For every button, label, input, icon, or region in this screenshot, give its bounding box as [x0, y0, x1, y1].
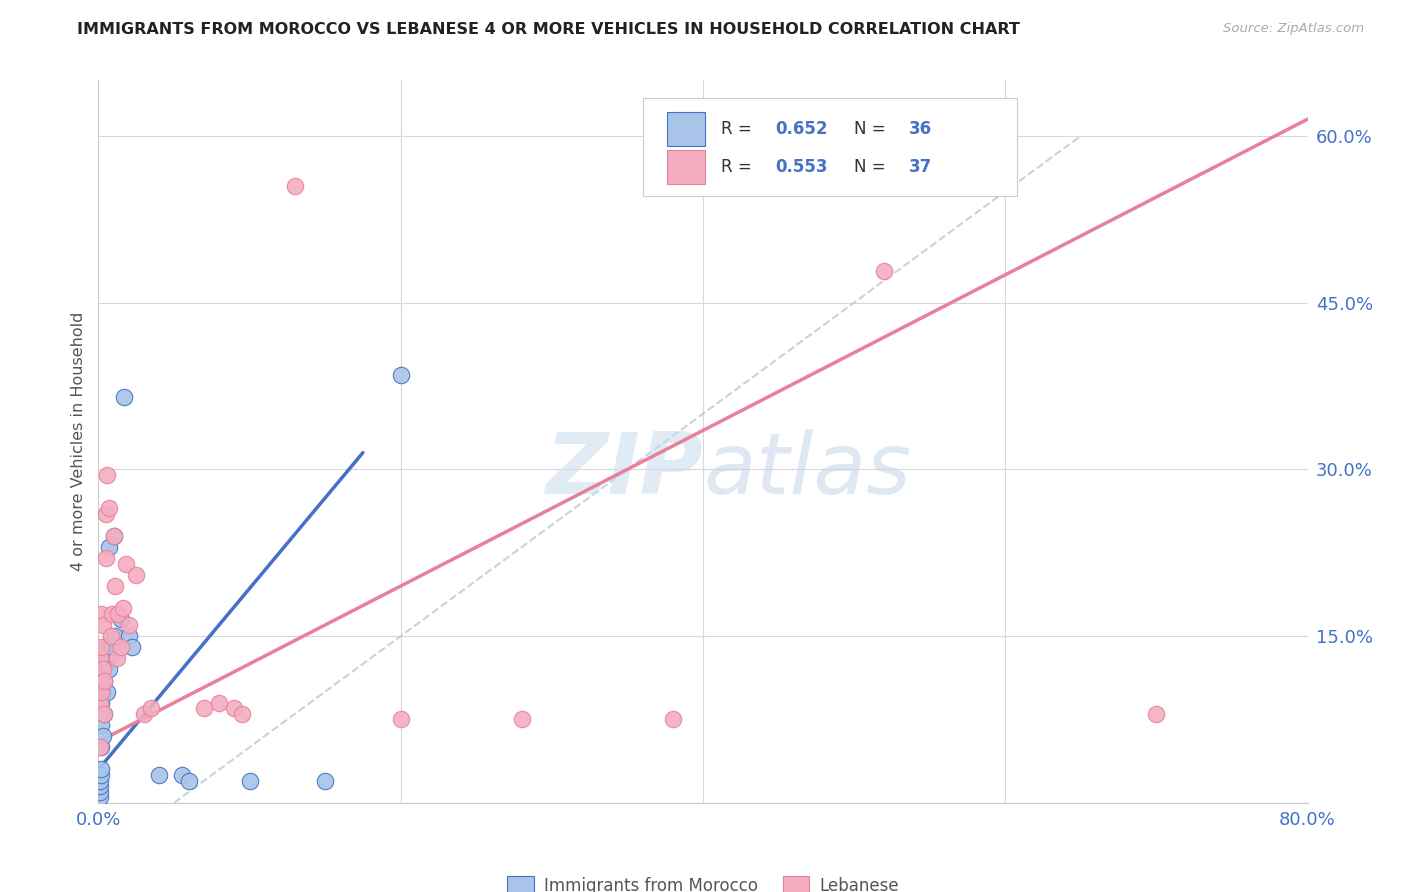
Text: N =: N = — [855, 158, 891, 176]
Point — [101, 640, 124, 655]
Point — [125, 568, 148, 582]
Point — [510, 713, 533, 727]
Legend: Immigrants from Morocco, Lebanese: Immigrants from Morocco, Lebanese — [501, 869, 905, 892]
Point — [208, 696, 231, 710]
Point — [96, 467, 118, 482]
Text: 37: 37 — [908, 158, 932, 176]
Point — [90, 696, 112, 710]
Text: IMMIGRANTS FROM MOROCCO VS LEBANESE 4 OR MORE VEHICLES IN HOUSEHOLD CORRELATION : IMMIGRANTS FROM MOROCCO VS LEBANESE 4 OR… — [77, 22, 1021, 37]
Point — [100, 646, 122, 660]
Text: R =: R = — [721, 158, 758, 176]
Point — [93, 673, 115, 688]
Point — [90, 740, 112, 755]
Point — [112, 390, 135, 404]
Point — [873, 264, 896, 278]
Point — [96, 651, 118, 665]
Text: 0.652: 0.652 — [776, 120, 828, 138]
Text: ZIP: ZIP — [546, 429, 703, 512]
Point — [193, 701, 215, 715]
Text: N =: N = — [855, 120, 891, 138]
Point — [91, 684, 114, 698]
Text: R =: R = — [721, 120, 758, 138]
Point — [224, 701, 246, 715]
Point — [121, 640, 143, 655]
Point — [93, 673, 115, 688]
Point — [118, 629, 141, 643]
Point — [107, 607, 129, 621]
Point — [90, 640, 112, 655]
Point — [91, 729, 114, 743]
FancyBboxPatch shape — [643, 98, 1018, 196]
Point — [110, 612, 132, 626]
Point — [170, 768, 193, 782]
Point — [148, 768, 170, 782]
Point — [111, 601, 134, 615]
Point — [90, 768, 112, 782]
Point — [105, 651, 128, 665]
Point — [104, 629, 127, 643]
FancyBboxPatch shape — [666, 112, 706, 146]
Point — [89, 779, 111, 793]
Point — [314, 773, 336, 788]
Point — [118, 618, 141, 632]
Point — [1144, 706, 1167, 721]
Point — [98, 662, 121, 676]
Point — [179, 773, 201, 788]
Point — [98, 540, 121, 554]
Point — [389, 368, 412, 382]
Point — [104, 579, 127, 593]
Point — [98, 501, 121, 516]
Point — [90, 607, 112, 621]
Point — [239, 773, 262, 788]
Text: Source: ZipAtlas.com: Source: ZipAtlas.com — [1223, 22, 1364, 36]
Point — [94, 640, 117, 655]
Point — [110, 640, 132, 655]
Point — [96, 684, 118, 698]
Point — [94, 551, 117, 566]
Point — [105, 607, 128, 621]
Point — [94, 507, 117, 521]
Point — [89, 696, 111, 710]
Point — [661, 713, 683, 727]
Point — [89, 790, 111, 805]
Point — [89, 773, 111, 788]
Point — [90, 718, 112, 732]
Point — [231, 706, 253, 721]
Point — [90, 763, 112, 777]
Point — [103, 529, 125, 543]
FancyBboxPatch shape — [666, 150, 706, 185]
Point — [114, 557, 136, 571]
Point — [89, 651, 111, 665]
Point — [101, 607, 124, 621]
Point — [93, 706, 115, 721]
Point — [94, 657, 117, 671]
Point — [91, 662, 114, 676]
Text: atlas: atlas — [703, 429, 911, 512]
Text: 36: 36 — [908, 120, 932, 138]
Y-axis label: 4 or more Vehicles in Household: 4 or more Vehicles in Household — [72, 312, 87, 571]
Point — [284, 178, 307, 193]
Point — [93, 706, 115, 721]
Point — [389, 713, 412, 727]
Point — [132, 706, 155, 721]
Text: 0.553: 0.553 — [776, 158, 828, 176]
Point — [89, 740, 111, 755]
Point — [91, 662, 114, 676]
Point — [91, 618, 114, 632]
Point — [141, 701, 163, 715]
Point — [103, 529, 125, 543]
Point — [89, 785, 111, 799]
Point — [100, 629, 122, 643]
Point — [93, 651, 115, 665]
Point — [90, 684, 112, 698]
